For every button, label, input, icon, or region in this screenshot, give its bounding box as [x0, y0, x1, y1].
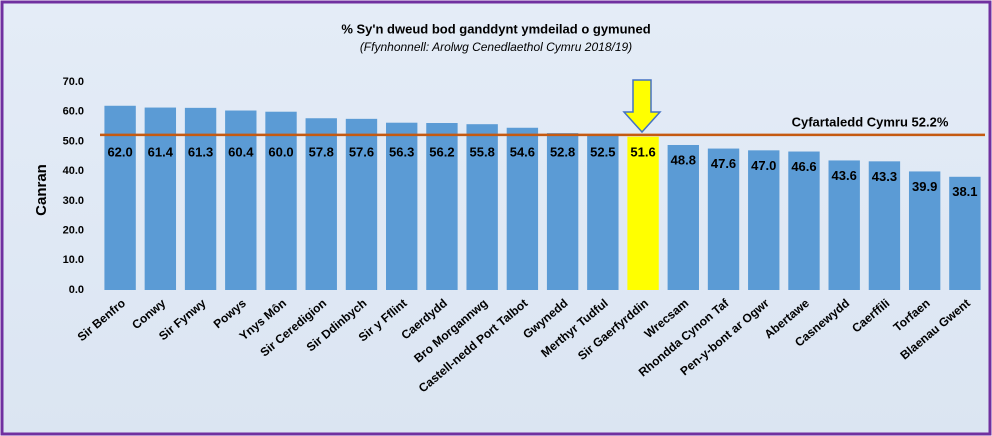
bar	[104, 105, 136, 291]
bar	[225, 110, 257, 290]
data-label: 39.9	[912, 179, 937, 194]
data-label: 57.6	[349, 144, 374, 159]
bar	[587, 134, 619, 290]
data-label: 43.3	[872, 169, 897, 184]
y-tick-label: 20.0	[63, 224, 84, 236]
bar	[144, 107, 177, 290]
bar	[627, 136, 659, 290]
data-label: 60.0	[268, 144, 293, 159]
bar	[506, 127, 539, 290]
data-label: 54.6	[510, 144, 535, 159]
y-tick-label: 30.0	[63, 195, 84, 207]
bar	[265, 111, 297, 290]
bar	[667, 144, 699, 290]
data-label: 52.8	[550, 144, 575, 159]
data-label: 62.0	[107, 144, 132, 159]
data-label: 61.3	[188, 144, 213, 159]
reference-label: Cyfartaledd Cymru 52.2%	[792, 114, 949, 129]
data-label: 61.4	[148, 144, 174, 159]
data-label: 57.8	[309, 144, 334, 159]
bar	[345, 118, 378, 291]
y-tick-label: 10.0	[63, 254, 84, 266]
bar	[748, 150, 780, 290]
bar	[426, 123, 458, 291]
bar	[546, 133, 579, 290]
bar	[788, 151, 820, 290]
data-label: 38.1	[952, 184, 977, 199]
chart-title: % Sy'n dweud bod ganddynt ymdeilad o gym…	[341, 21, 650, 36]
bar	[908, 171, 941, 290]
data-label: 55.8	[470, 144, 495, 159]
data-label: 48.8	[671, 152, 696, 167]
data-label: 46.6	[791, 159, 816, 174]
chart-subtitle: (Ffynhonnell: Arolwg Cenedlaethol Cymru …	[360, 40, 632, 54]
bar	[184, 107, 217, 290]
bar	[386, 122, 418, 290]
bar	[466, 124, 498, 291]
data-label: 47.0	[751, 158, 776, 173]
data-label: 60.4	[228, 144, 254, 159]
data-label: 56.3	[389, 144, 414, 159]
bar	[868, 161, 901, 290]
data-label: 47.6	[711, 156, 736, 171]
highlight-arrow	[622, 79, 662, 134]
bar	[707, 148, 740, 290]
bar	[828, 160, 860, 290]
data-label: 51.6	[630, 144, 655, 159]
y-tick-label: 50.0	[63, 135, 84, 147]
y-tick-label: 60.0	[63, 106, 84, 118]
data-label: 56.2	[429, 144, 454, 159]
y-axis-label: Canran	[33, 164, 50, 216]
data-label: 52.5	[590, 144, 615, 159]
y-tick-label: 0.0	[69, 284, 84, 296]
y-tick-label: 70.0	[63, 76, 84, 88]
y-tick-label: 40.0	[63, 165, 84, 177]
bar	[305, 118, 337, 290]
bar	[949, 176, 981, 290]
data-label: 43.6	[832, 168, 857, 183]
